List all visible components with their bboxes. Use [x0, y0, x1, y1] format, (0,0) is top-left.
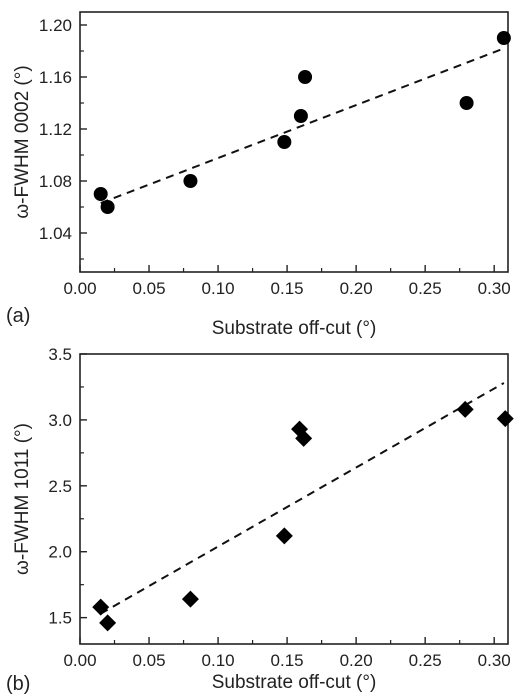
y-tick-label: 3.5 — [48, 345, 72, 364]
data-point — [93, 187, 108, 201]
plot-frame — [79, 353, 509, 645]
y-tick-label: 1.12 — [39, 120, 72, 139]
data-point — [181, 590, 199, 608]
panel-label: (b) — [6, 673, 30, 695]
x-tick-label: 0.20 — [340, 279, 373, 298]
y-tick-label: 3.0 — [48, 411, 72, 430]
x-tick-label: 0.00 — [63, 279, 96, 298]
x-tick-label: 0.10 — [202, 279, 235, 298]
y-axis-label: ω-FWHM 0002 (°) — [12, 65, 33, 218]
x-tick-label: 0.15 — [271, 651, 304, 670]
x-axis-label: Substrate off-cut (°) — [212, 672, 377, 693]
data-point — [456, 400, 474, 418]
x-tick-label: 0.10 — [202, 651, 235, 670]
data-point — [92, 598, 110, 616]
y-tick-label: 1.20 — [39, 16, 72, 35]
data-point — [459, 96, 474, 110]
y-tick-label: 1.5 — [48, 609, 72, 628]
y-axis-label: ω-FWHM 1011 (°) — [12, 423, 33, 575]
data-point — [183, 174, 198, 188]
x-tick-label: 0.00 — [63, 651, 96, 670]
data-point — [295, 429, 313, 447]
y-tick-label: 2.5 — [48, 477, 72, 496]
y-tick-label: 1.04 — [39, 224, 72, 243]
plot-frame — [79, 11, 509, 273]
x-tick-label: 0.25 — [409, 279, 442, 298]
y-tick-label: 1.08 — [39, 172, 72, 191]
data-point — [496, 410, 514, 428]
data-point — [277, 135, 292, 149]
y-tick-label: 1.16 — [39, 68, 72, 87]
data-point — [100, 200, 115, 214]
data-point — [275, 527, 293, 545]
x-tick-label: 0.05 — [132, 279, 165, 298]
x-tick-label: 0.30 — [478, 651, 511, 670]
x-tick-label: 0.05 — [132, 651, 165, 670]
x-tick-label: 0.25 — [409, 651, 442, 670]
data-point — [99, 614, 117, 632]
fit-line — [100, 47, 505, 205]
data-point — [293, 109, 308, 123]
fit-line — [100, 382, 505, 615]
x-tick-label: 0.15 — [271, 279, 304, 298]
x-axis-label: Substrate off-cut (°) — [212, 318, 377, 339]
x-tick-label: 0.30 — [478, 279, 511, 298]
panel-b: 0.00 0.05 0.10 0.15 0.20 0.25 0.30 1.5 2.0 2.5 3.0… — [6, 345, 514, 695]
panel-label: (a) — [6, 305, 30, 327]
y-tick-label: 2.0 — [48, 543, 72, 562]
data-point — [496, 31, 511, 45]
data-point — [298, 70, 313, 84]
panel-a: 0.00 0.05 0.10 0.15 0.20 0.25 0.30 1.04 1.08 1.12… — [6, 11, 511, 339]
x-tick-label: 0.20 — [340, 651, 373, 670]
